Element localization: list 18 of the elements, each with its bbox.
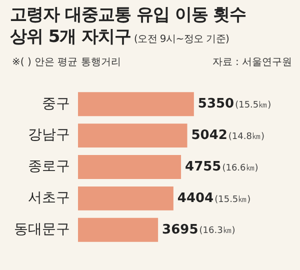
bar [78, 92, 194, 116]
data-label: 5042(14.8㎞) [191, 128, 264, 143]
text: 자료 : 서울연구원 [212, 56, 292, 69]
data-label: 5350(15.5㎞) [198, 96, 272, 112]
bar [78, 155, 182, 179]
bar [78, 124, 188, 148]
bar [78, 218, 158, 242]
y-tick-label: 중구 [42, 96, 70, 112]
chart-subtitle: (오전 9시~정오 기준) [133, 34, 230, 45]
y-tick-label: 동대문구 [14, 222, 70, 238]
data-label: 3695(16.3㎞) [162, 222, 236, 238]
y-tick-label: 강남구 [28, 127, 70, 144]
y-tick-label: 서초구 [28, 190, 70, 206]
data-label: 4755(16.6㎞) [185, 159, 258, 174]
data-label: 4404(15.5㎞) [177, 190, 251, 206]
bar [78, 186, 174, 210]
text: ※( ) 안은 평균 통행거리 [12, 56, 121, 69]
y-tick-label: 종로구 [28, 158, 70, 175]
